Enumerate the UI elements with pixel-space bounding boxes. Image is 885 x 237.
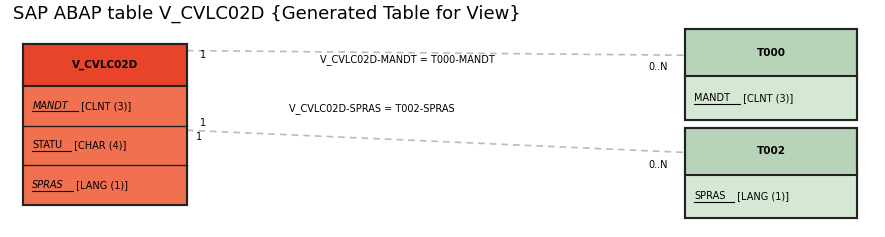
Text: T002: T002	[757, 146, 786, 156]
Text: STATU: STATU	[32, 141, 62, 150]
FancyBboxPatch shape	[23, 126, 187, 165]
FancyBboxPatch shape	[23, 44, 187, 205]
Text: [CHAR (4)]: [CHAR (4)]	[71, 141, 127, 150]
Text: MANDT: MANDT	[694, 93, 730, 103]
Text: T000: T000	[757, 48, 786, 58]
Text: V_CVLC02D-SPRAS = T002-SPRAS: V_CVLC02D-SPRAS = T002-SPRAS	[289, 103, 455, 114]
FancyBboxPatch shape	[685, 29, 858, 120]
Text: SPRAS: SPRAS	[694, 191, 726, 201]
Text: 1: 1	[200, 118, 206, 128]
FancyBboxPatch shape	[23, 86, 187, 126]
Text: 1: 1	[200, 50, 206, 60]
Text: SPRAS: SPRAS	[32, 180, 64, 190]
Text: 0..N: 0..N	[648, 62, 667, 72]
Text: [CLNT (3)]: [CLNT (3)]	[78, 101, 132, 111]
Text: V_CVLC02D-MANDT = T000-MANDT: V_CVLC02D-MANDT = T000-MANDT	[319, 54, 495, 65]
Text: V_CVLC02D: V_CVLC02D	[72, 59, 138, 70]
Text: 0..N: 0..N	[648, 160, 667, 170]
Text: [LANG (1)]: [LANG (1)]	[735, 191, 789, 201]
FancyBboxPatch shape	[685, 128, 858, 218]
Text: [LANG (1)]: [LANG (1)]	[73, 180, 128, 190]
FancyBboxPatch shape	[685, 175, 858, 218]
Text: MANDT: MANDT	[32, 101, 68, 111]
Text: SAP ABAP table V_CVLC02D {Generated Table for View}: SAP ABAP table V_CVLC02D {Generated Tabl…	[13, 5, 520, 23]
FancyBboxPatch shape	[23, 165, 187, 205]
Text: [CLNT (3)]: [CLNT (3)]	[740, 93, 794, 103]
FancyBboxPatch shape	[685, 76, 858, 120]
Text: 1: 1	[196, 132, 202, 142]
